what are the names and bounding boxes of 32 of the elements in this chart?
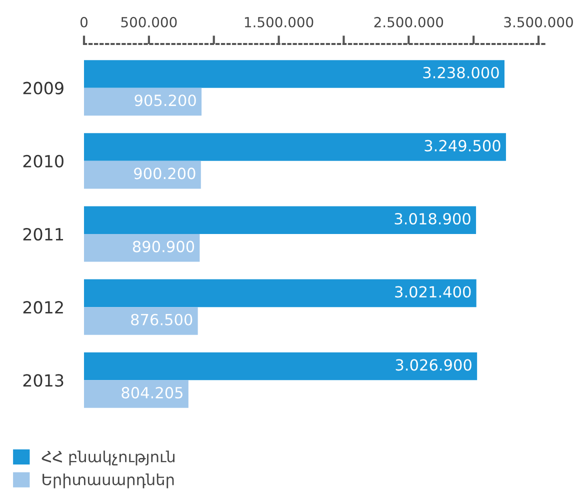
data-label: 3.021.400 bbox=[395, 286, 471, 298]
legend-label: ՀՀ բնակչություն bbox=[42, 450, 174, 466]
data-label: 876.500 bbox=[131, 314, 192, 326]
bar bbox=[84, 133, 506, 161]
data-label: 804.205 bbox=[122, 386, 182, 398]
data-label: 3.249.500 bbox=[424, 140, 500, 152]
bar bbox=[84, 206, 476, 234]
data-label: 3.026.900 bbox=[396, 359, 472, 371]
bar bbox=[84, 380, 188, 408]
data-label: 3.238.000 bbox=[423, 66, 499, 78]
bar bbox=[84, 88, 202, 116]
data-label: 900.200 bbox=[134, 168, 196, 180]
x-tick-label: 500.000 bbox=[121, 16, 177, 28]
legend-label: Երիտասարդներ bbox=[42, 473, 174, 488]
data-label: 905.200 bbox=[134, 94, 196, 106]
x-tick-label: 3.500.000 bbox=[504, 16, 573, 28]
bar bbox=[84, 234, 200, 262]
x-tick-label: 2.500.000 bbox=[374, 16, 444, 28]
x-tick-label: 1.500.000 bbox=[244, 16, 314, 28]
y-tick-label: 2012 bbox=[23, 301, 63, 314]
data-label: 890.900 bbox=[132, 240, 194, 252]
bar bbox=[84, 279, 476, 308]
bar bbox=[84, 352, 478, 380]
x-tick-label: 0 bbox=[80, 16, 88, 28]
y-tick-label: 2009 bbox=[23, 82, 64, 94]
bar bbox=[84, 307, 198, 335]
y-tick-label: 2011 bbox=[23, 228, 64, 241]
bar bbox=[84, 60, 504, 88]
y-tick-label: 2010 bbox=[23, 154, 64, 168]
data-label: 3.018.900 bbox=[394, 212, 470, 225]
y-tick-label: 2013 bbox=[23, 374, 64, 387]
bar bbox=[84, 160, 201, 189]
